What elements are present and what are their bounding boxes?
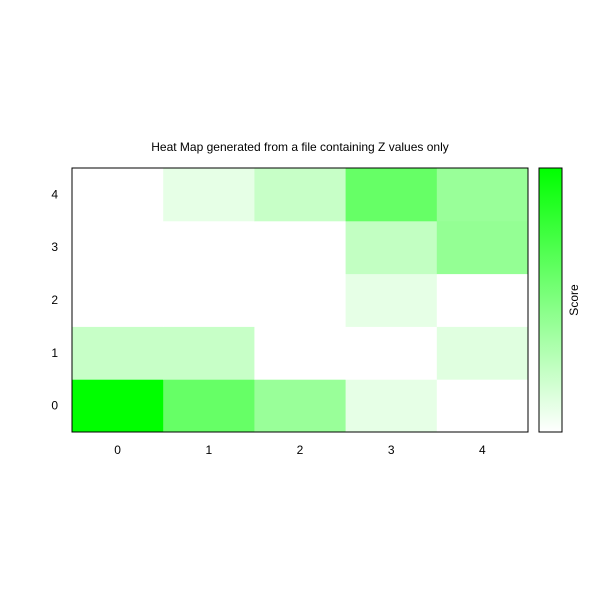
x-tick-label: 0	[114, 443, 121, 457]
heatmap-cell	[72, 220, 164, 275]
heatmap-cell	[254, 326, 347, 380]
heatmap-cell	[345, 273, 438, 327]
heatmap-cell	[436, 326, 529, 380]
heatmap-cell	[163, 326, 255, 380]
heatmap-cell	[163, 273, 255, 327]
heatmap-cell	[163, 168, 255, 222]
heatmap-cell	[254, 379, 347, 433]
y-tick-label: 2	[51, 293, 58, 307]
x-tick-label: 2	[297, 443, 304, 457]
heatmap-cell	[254, 220, 347, 275]
heatmap-cell	[72, 326, 164, 380]
heatmap-cell	[163, 220, 255, 275]
x-tick-label: 1	[205, 443, 212, 457]
y-tick-label: 1	[51, 346, 58, 360]
heatmap-cell	[345, 379, 438, 433]
heatmap-cell	[72, 273, 164, 327]
x-tick-label: 4	[479, 443, 486, 457]
heatmap-cell	[345, 326, 438, 380]
heatmap-cell	[254, 273, 347, 327]
y-axis-ticks: 0 1 2 3 4	[51, 187, 58, 412]
heatmap-cell	[436, 220, 529, 275]
heatmap-cell	[436, 168, 529, 222]
heatmap-cell	[345, 220, 438, 275]
heatmap-cell	[345, 168, 438, 222]
colorbar	[538, 167, 563, 433]
plot-frame	[71, 167, 529, 433]
heatmap-cell	[436, 379, 529, 433]
x-tick-label: 3	[388, 443, 395, 457]
heatmap-cell	[72, 379, 164, 433]
heatmap-cell	[254, 168, 347, 222]
y-tick-label: 3	[51, 240, 58, 254]
y-tick-label: 0	[51, 399, 58, 413]
heatmap-cell	[436, 273, 529, 327]
chart-title: Heat Map generated from a file containin…	[151, 140, 449, 154]
heatmap-cells	[72, 168, 529, 433]
x-axis-ticks: 0 1 2 3 4	[114, 443, 486, 457]
y-tick-label: 4	[51, 187, 58, 201]
heatmap-cell	[163, 379, 255, 433]
colorbar-label: Score	[567, 284, 581, 316]
heatmap-cell	[72, 168, 164, 222]
